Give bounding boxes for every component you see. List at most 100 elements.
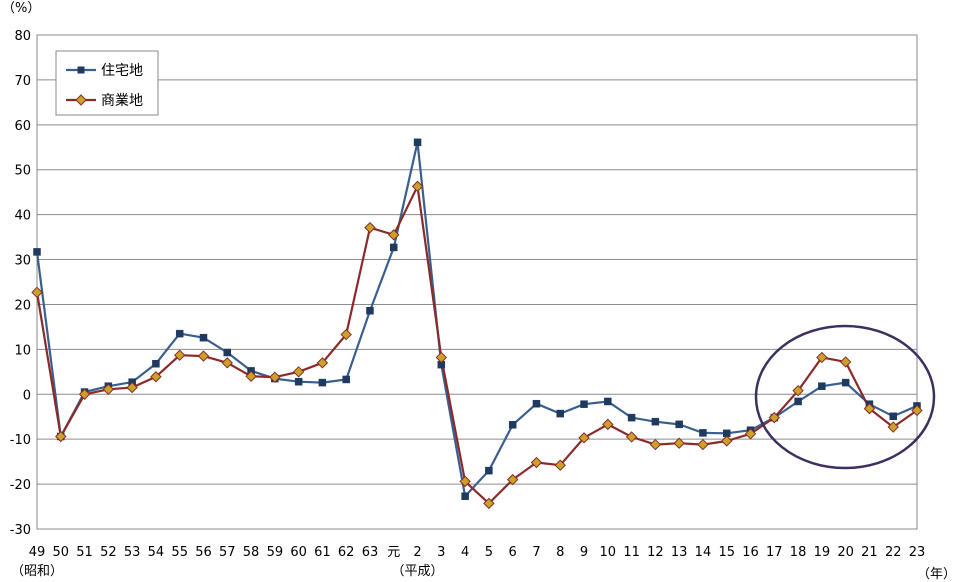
series-1-point (889, 412, 897, 421)
x-tick-label: 16 (742, 545, 759, 560)
y-tick-label: 50 (14, 164, 31, 179)
series-2-point (887, 421, 899, 433)
x-tick-label: 60 (290, 545, 307, 560)
series-1-point (342, 375, 350, 384)
y-tick-label: 60 (14, 119, 31, 134)
x-tick-label: 23 (909, 545, 926, 560)
series-2-point (150, 371, 162, 383)
series-line-1 (35, 141, 918, 498)
x-tick-label: 55 (171, 545, 188, 560)
series-2-point (816, 351, 828, 364)
series-1-point (580, 400, 588, 408)
legend-label-1: 住宅地 (101, 63, 143, 79)
y-tick-label: -10 (10, 433, 31, 448)
x-tick-label: 20 (837, 545, 854, 560)
y-tick-label: -20 (10, 478, 31, 493)
series-1-point (461, 492, 469, 500)
x-tick-label: 3 (437, 545, 445, 560)
y-tick-label: 0 (23, 388, 31, 403)
series-1-point (366, 306, 374, 315)
series-2-point (340, 328, 352, 341)
series-2-point (506, 473, 519, 486)
x-tick-label: 62 (338, 545, 355, 560)
series-2-point (673, 437, 685, 449)
x-tick-label: 10 (600, 545, 617, 560)
series-1-point (651, 417, 660, 426)
series-2-point (792, 384, 804, 397)
x-tick-label: 22 (885, 545, 902, 560)
x-tick-label: 13 (671, 545, 688, 560)
highlight-ellipse (754, 324, 936, 470)
series-2-point (530, 456, 543, 469)
series-2-point (292, 366, 305, 378)
series-2-point (721, 435, 733, 447)
era-label: （昭和） (11, 564, 63, 579)
x-tick-label: 11 (623, 545, 640, 560)
legend-marker-diamond (75, 94, 87, 106)
y-tick-label: 30 (14, 254, 31, 269)
x-tick-label: 21 (861, 545, 878, 560)
series-2-point (744, 428, 757, 440)
x-tick-label: 12 (647, 545, 664, 560)
series-2-point (435, 351, 448, 364)
x-tick-label: 52 (100, 545, 117, 560)
series-2-point (55, 430, 67, 443)
x-tick-label: 6 (509, 545, 517, 560)
series-1-point (152, 359, 160, 368)
series-1-point (699, 429, 707, 437)
y-tick-label: 80 (14, 29, 31, 44)
series-2-point (697, 438, 709, 451)
x-tick-label: 53 (124, 545, 141, 560)
series-2-point (221, 357, 233, 369)
x-tick-label: 19 (814, 545, 831, 560)
series-1-point (818, 382, 826, 390)
y-tick-label: 20 (14, 298, 31, 313)
series-2-point (839, 356, 852, 368)
series-2-point (316, 357, 329, 369)
x-tick-label: 8 (556, 545, 564, 560)
series-2-point (197, 350, 210, 362)
series-2-point (245, 370, 257, 383)
x-tick-label: 57 (219, 545, 236, 560)
series-1-point (390, 243, 398, 252)
y-axis-unit: （%） (2, 1, 40, 16)
x-tick-label: 17 (766, 545, 783, 560)
series-1-point (223, 348, 232, 357)
y-tick-label: 10 (14, 343, 31, 358)
x-tick-label: 61 (314, 545, 331, 560)
y-tick-label: 70 (14, 74, 31, 89)
x-tick-label: 50 (53, 545, 70, 560)
x-tick-label: 58 (243, 545, 260, 560)
era-labels: （昭和） （平成） (11, 564, 444, 579)
series-1-point (841, 378, 850, 387)
series-2-point (78, 388, 91, 400)
series-1-point (318, 378, 327, 387)
series-2-point (625, 431, 638, 443)
legend-box (55, 50, 159, 116)
x-tick-label: 7 (532, 545, 540, 560)
series-2-point (768, 411, 781, 424)
series-2-point (102, 383, 115, 396)
series-2-point (269, 371, 281, 383)
series-1-point (175, 329, 184, 338)
series-1-point (794, 397, 802, 406)
x-tick-label: 4 (461, 545, 469, 560)
series-1-point (413, 138, 422, 147)
series-2-point (364, 221, 376, 234)
series-lines (31, 138, 923, 510)
gridlines (37, 34, 917, 530)
x-tick-label: 15 (718, 545, 735, 560)
plot-border (36, 34, 918, 530)
x-tick-label: 5 (485, 545, 493, 560)
x-tick-label: 18 (790, 545, 807, 560)
x-axis-unit: （年） (917, 567, 956, 582)
x-tick-label: 9 (580, 545, 588, 560)
series-2-point (411, 180, 424, 193)
series-1-point (556, 409, 564, 418)
x-tick-label: 2 (413, 545, 421, 560)
series-2-point (911, 404, 923, 417)
x-tick-label: 51 (76, 545, 93, 560)
series-2-point (388, 229, 400, 241)
